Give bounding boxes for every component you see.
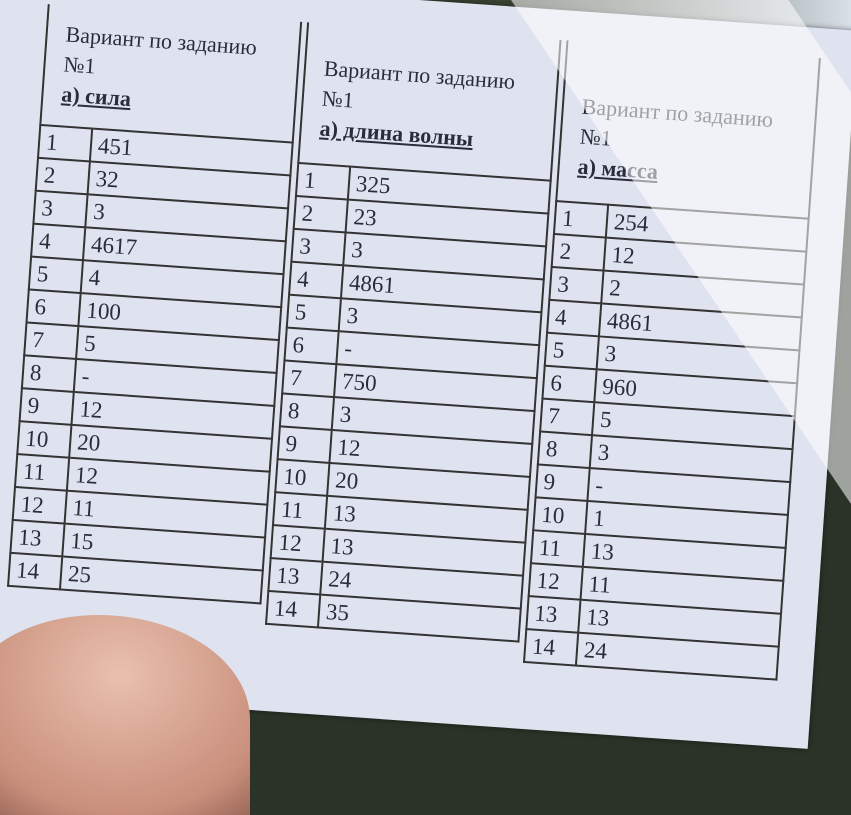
row-number: 8 (537, 431, 593, 469)
column-dlina-volny: Вариант по заданию №1 а) длина волны 1 325… (265, 22, 562, 642)
row-number: 14 (266, 590, 321, 628)
row-number: 5 (28, 256, 83, 294)
values-table: 1 451 2 32 3 3 4 4617 5 4 6 100 7 5 8-9 12 10 20 11 12 12 11 1… (7, 124, 294, 605)
header-title: Вариант по заданию №1 (62, 21, 258, 79)
row-number: 5 (286, 294, 341, 332)
header-subtitle: а) сила (60, 81, 132, 112)
header-subtitle: а) масса (576, 153, 659, 185)
row-number: 10 (17, 421, 72, 458)
column-massa: Вариант по заданию №1 а) масса 1 254 2 12 3 2 4… (523, 40, 821, 680)
row-number: 13 (10, 519, 65, 557)
row-number: 11 (272, 492, 328, 529)
row-number: 6 (26, 289, 81, 327)
row-number: 12 (528, 563, 583, 600)
row-number: 9 (19, 388, 74, 425)
row-number: 8 (279, 393, 335, 430)
row-number: 3 (33, 190, 88, 228)
row-number: 1 (38, 124, 93, 162)
row-number: 2 (35, 157, 90, 195)
row-number: 14 (8, 552, 63, 590)
row-number: 7 (282, 360, 337, 398)
row-number: 12 (270, 525, 325, 562)
row-number: 9 (277, 426, 332, 463)
row-number: 2 (293, 195, 348, 233)
column-header: Вариант по заданию №1 а) сила (39, 4, 303, 142)
row-number: 1 (553, 201, 609, 238)
row-number: 2 (551, 233, 606, 271)
header-title: Вариант по заданию №1 (321, 55, 516, 113)
row-number: 13 (526, 596, 581, 633)
row-number: 13 (268, 558, 323, 595)
row-number: 7 (24, 322, 79, 359)
row-number: 4 (289, 261, 344, 299)
row-number: 3 (291, 228, 346, 266)
row-number: 11 (14, 454, 70, 491)
row-number: 14 (524, 629, 579, 666)
row-number: 1 (295, 162, 351, 200)
row-number: 9 (535, 464, 590, 501)
column-header: Вариант по заданию №1 а) длина волны (297, 22, 562, 180)
row-number: 8 (21, 355, 77, 392)
values-table: 1 325 2 23 3 3 4 4861 5 3 6-7 750 8 3 9 12 10 20 11 13 12 13 1… (265, 162, 552, 643)
row-number: 4 (31, 223, 86, 261)
row-number: 11 (530, 530, 586, 567)
row-number: 12 (12, 487, 67, 524)
row-number: 3 (549, 266, 604, 304)
values-table: 1 254 2 12 3 2 4 4861 5 3 6 960 7 5 8 3 9-10 1 11 13 12 11 13 1… (523, 200, 810, 681)
column-header: Вариант по заданию №1 а) масса (555, 40, 821, 218)
row-number: 4 (547, 299, 602, 337)
column-sila: Вариант по заданию №1 а) сила 1 451 2 32 3 3 4 4… (7, 4, 303, 605)
row-number: 7 (540, 398, 595, 436)
row-number: 6 (284, 327, 339, 365)
row-number: 10 (533, 497, 588, 534)
row-number: 10 (275, 459, 330, 496)
row-number: 6 (542, 365, 597, 403)
header-title: Вариант по заданию №1 (578, 93, 774, 151)
header-subtitle: а) длина волны (318, 115, 475, 152)
row-number: 5 (544, 332, 599, 370)
